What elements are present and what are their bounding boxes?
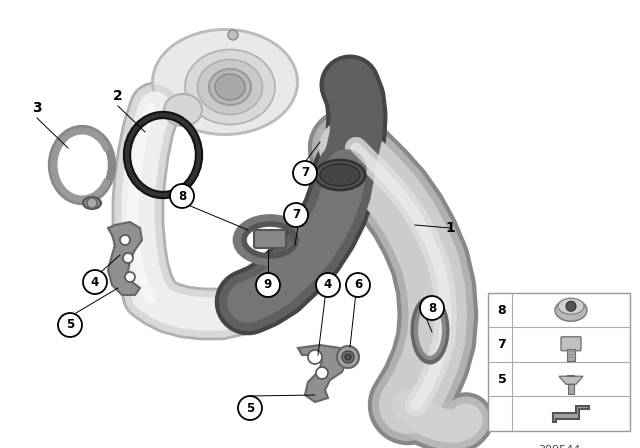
- Ellipse shape: [215, 74, 245, 100]
- Text: 4: 4: [324, 279, 332, 292]
- Circle shape: [293, 161, 317, 185]
- Text: 9: 9: [264, 279, 272, 292]
- Circle shape: [316, 367, 328, 379]
- Ellipse shape: [83, 197, 101, 209]
- Polygon shape: [108, 222, 142, 295]
- Text: 3: 3: [32, 101, 42, 115]
- Circle shape: [346, 273, 370, 297]
- Ellipse shape: [164, 94, 202, 126]
- Text: 8: 8: [428, 302, 436, 314]
- Circle shape: [87, 198, 97, 208]
- FancyBboxPatch shape: [561, 337, 581, 351]
- Circle shape: [256, 273, 280, 297]
- Polygon shape: [559, 376, 583, 384]
- Ellipse shape: [555, 299, 587, 321]
- Bar: [567, 349, 575, 361]
- Polygon shape: [298, 345, 348, 402]
- Polygon shape: [553, 406, 589, 422]
- Text: 6: 6: [354, 279, 362, 292]
- Text: 2: 2: [113, 89, 123, 103]
- Text: 5: 5: [66, 319, 74, 332]
- Circle shape: [337, 346, 359, 368]
- Ellipse shape: [152, 30, 298, 134]
- Text: 1: 1: [445, 221, 455, 235]
- Circle shape: [58, 313, 82, 337]
- Text: 309544: 309544: [538, 445, 580, 448]
- Ellipse shape: [185, 49, 275, 125]
- Circle shape: [238, 396, 262, 420]
- Text: 7: 7: [301, 167, 309, 180]
- Text: 4: 4: [91, 276, 99, 289]
- Circle shape: [420, 296, 444, 320]
- Circle shape: [83, 270, 107, 294]
- Circle shape: [308, 350, 322, 364]
- Text: 8: 8: [178, 190, 186, 202]
- Circle shape: [170, 184, 194, 208]
- Circle shape: [342, 351, 354, 363]
- Ellipse shape: [320, 164, 360, 186]
- FancyBboxPatch shape: [254, 230, 286, 248]
- Text: 5: 5: [498, 373, 506, 386]
- Ellipse shape: [198, 60, 262, 115]
- Circle shape: [284, 203, 308, 227]
- Text: 5: 5: [246, 401, 254, 414]
- Circle shape: [120, 235, 130, 245]
- Circle shape: [566, 301, 576, 311]
- Text: 8: 8: [498, 304, 506, 317]
- Circle shape: [125, 272, 135, 282]
- Ellipse shape: [209, 69, 251, 105]
- Bar: [568, 384, 574, 394]
- Ellipse shape: [315, 160, 365, 190]
- Circle shape: [316, 273, 340, 297]
- Circle shape: [345, 354, 351, 360]
- Ellipse shape: [558, 298, 584, 314]
- Text: 7: 7: [292, 208, 300, 221]
- Circle shape: [123, 253, 133, 263]
- Bar: [488, 293, 630, 431]
- Text: 7: 7: [498, 338, 506, 351]
- Circle shape: [228, 30, 238, 40]
